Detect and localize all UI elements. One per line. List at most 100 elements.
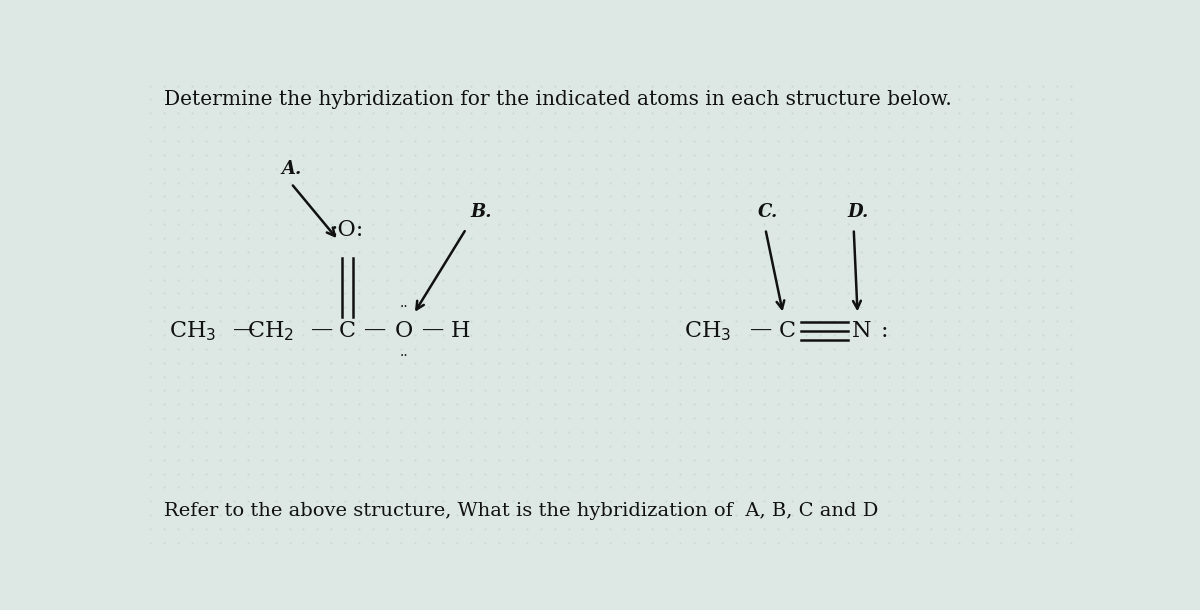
Point	[1019, 330, 1038, 340]
Point	[656, 164, 676, 174]
Point	[964, 358, 983, 368]
Point	[336, 303, 355, 312]
Point	[587, 178, 606, 187]
Point	[210, 427, 229, 437]
Point	[517, 386, 536, 395]
Point	[140, 136, 160, 146]
Point	[977, 219, 996, 229]
Point	[252, 289, 271, 298]
Point	[629, 164, 648, 174]
Point	[614, 150, 634, 160]
Point	[949, 371, 968, 381]
Point	[810, 455, 829, 465]
Point	[698, 95, 718, 104]
Point	[1048, 455, 1067, 465]
Point	[698, 344, 718, 354]
Point	[280, 371, 299, 381]
Point	[224, 178, 244, 187]
Point	[614, 468, 634, 478]
Point	[810, 247, 829, 257]
Point	[1061, 261, 1080, 271]
Point	[643, 344, 662, 354]
Point	[433, 122, 452, 132]
Point	[866, 81, 886, 90]
Point	[1006, 150, 1025, 160]
Point	[1061, 483, 1080, 492]
Point	[503, 178, 522, 187]
Point	[1019, 261, 1038, 271]
Point	[420, 538, 439, 548]
Point	[391, 441, 410, 451]
Point	[684, 371, 703, 381]
Point	[880, 95, 899, 104]
Point	[448, 178, 467, 187]
Point	[894, 178, 913, 187]
Point	[796, 81, 815, 90]
Point	[490, 344, 509, 354]
Point	[224, 81, 244, 90]
Point	[838, 538, 857, 548]
Point	[922, 192, 941, 201]
Point	[364, 122, 383, 132]
Point	[224, 247, 244, 257]
Point	[922, 538, 941, 548]
Point	[1006, 206, 1025, 215]
Point	[964, 455, 983, 465]
Point	[307, 497, 326, 506]
Point	[406, 233, 425, 243]
Point	[768, 330, 787, 340]
Point	[796, 247, 815, 257]
Point	[294, 468, 313, 478]
Point	[796, 316, 815, 326]
Point	[420, 136, 439, 146]
Point	[713, 497, 732, 506]
Point	[713, 441, 732, 451]
Point	[894, 371, 913, 381]
Point	[1033, 303, 1052, 312]
Point	[475, 330, 494, 340]
Point	[475, 511, 494, 520]
Point	[155, 261, 174, 271]
Point	[182, 358, 202, 368]
Point	[280, 344, 299, 354]
Point	[1019, 414, 1038, 423]
Point	[852, 95, 871, 104]
Point	[517, 330, 536, 340]
Point	[643, 219, 662, 229]
Point	[490, 81, 509, 90]
Point	[949, 150, 968, 160]
Point	[559, 164, 578, 174]
Point	[698, 400, 718, 409]
Point	[307, 95, 326, 104]
Point	[210, 192, 229, 201]
Point	[726, 455, 745, 465]
Point	[894, 219, 913, 229]
Point	[922, 497, 941, 506]
Point	[406, 150, 425, 160]
Point	[572, 192, 592, 201]
Text: Refer to the above structure, What is the hybridization of  A, B, C and D: Refer to the above structure, What is th…	[164, 501, 878, 520]
Point	[601, 468, 620, 478]
Point	[671, 95, 690, 104]
Point	[684, 178, 703, 187]
Point	[656, 344, 676, 354]
Point	[307, 274, 326, 284]
Point	[656, 441, 676, 451]
Point	[1019, 136, 1038, 146]
Point	[490, 150, 509, 160]
Point	[1048, 538, 1067, 548]
Point	[1006, 261, 1025, 271]
Point	[503, 192, 522, 201]
Point	[796, 206, 815, 215]
Point	[671, 150, 690, 160]
Point	[880, 371, 899, 381]
Point	[754, 371, 773, 381]
Point	[740, 316, 760, 326]
Point	[852, 219, 871, 229]
Point	[614, 330, 634, 340]
Point	[768, 303, 787, 312]
Point	[559, 274, 578, 284]
Point	[475, 206, 494, 215]
Text: —: —	[421, 320, 444, 342]
Point	[406, 483, 425, 492]
